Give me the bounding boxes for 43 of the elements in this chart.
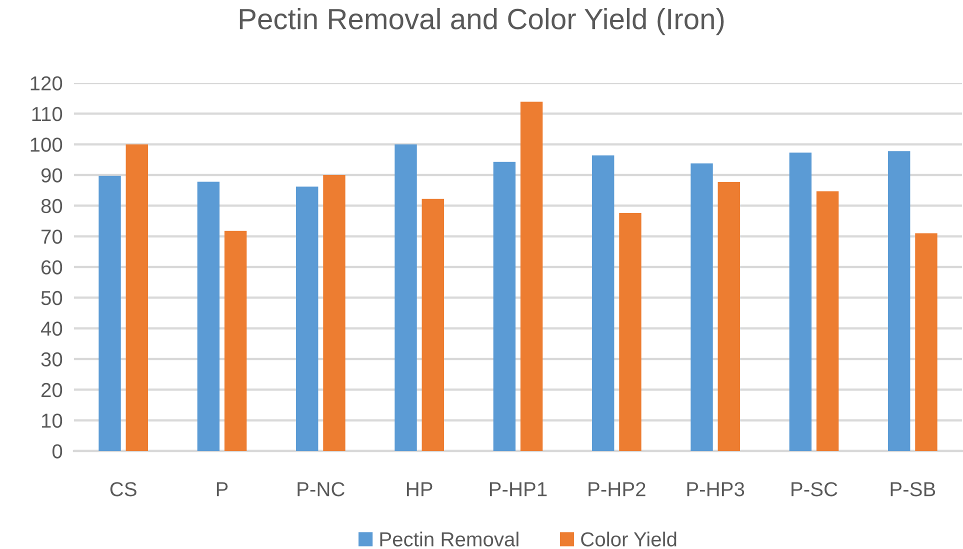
bar [126,144,148,451]
y-tick-label: 20 [42,382,62,398]
bar [296,186,318,451]
bar [493,162,516,451]
x-tick-label: CS [110,482,136,496]
bar [197,182,220,451]
bar [520,102,543,451]
bar [816,191,839,451]
bar [394,144,417,451]
x-tick-label: P-HP2 [588,482,646,496]
bar [888,151,910,451]
bar [718,182,740,451]
x-tick-label: P [216,482,228,496]
chart-title: Pectin Removal and Color Yield (Iron) [240,8,724,36]
legend-label: Pectin Removal [380,532,518,546]
x-tick-label: HP [406,482,432,496]
bar [619,213,642,451]
y-tick-label: 40 [40,322,62,336]
y-tick-label: 80 [41,198,62,214]
bar [690,163,713,451]
y-tick-label: 50 [41,290,62,306]
y-tick-label: 100 [30,138,62,152]
x-tick-label: P-HP3 [687,482,744,496]
y-tick-label: 60 [42,260,62,274]
x-tick-label: P-HP1 [490,482,547,496]
bar [422,198,444,451]
bar [789,152,812,451]
bar [98,176,121,451]
y-tick-label: 120 [30,76,62,90]
y-tick-label: 0 [52,444,62,458]
y-tick-label: 90 [41,168,62,182]
y-tick-label: 110 [32,106,62,122]
y-tick-label: 10 [42,414,62,428]
legend-label: Color Yield [581,532,676,546]
x-tick-label: P-NC [298,482,345,496]
x-tick-label: P-SB [890,482,936,496]
x-tick-label: P-SC [792,482,838,496]
bar [592,155,614,451]
bar [224,230,247,451]
bar [323,175,346,451]
y-tick-label: 30 [41,352,62,366]
y-tick-label: 70 [42,230,62,244]
bar [915,233,938,451]
